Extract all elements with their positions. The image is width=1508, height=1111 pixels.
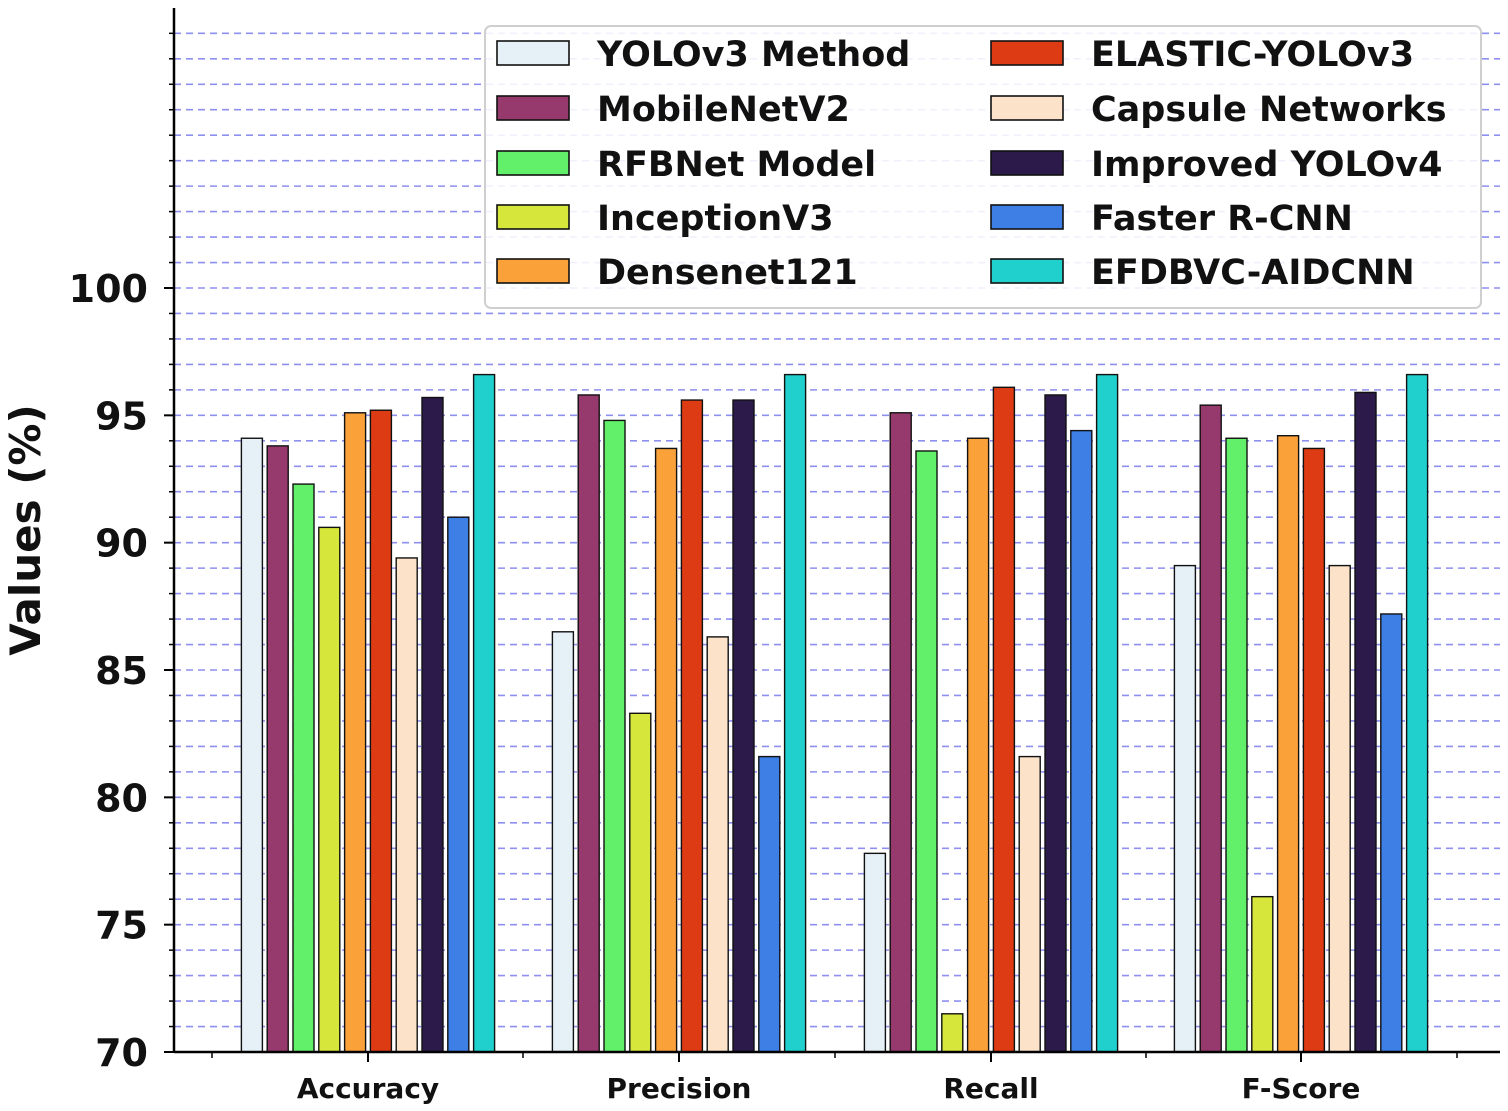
bar-densenet121-precision xyxy=(654,447,678,1053)
bar-yolov3-method-accuracy xyxy=(240,437,264,1053)
bar-mobilenetv2-accuracy xyxy=(266,445,289,1053)
bar-inceptionv3-accuracy xyxy=(318,526,341,1053)
axes xyxy=(172,8,1500,1054)
bar-yolov3-method-f-score xyxy=(1173,564,1197,1053)
legend-label: RFBNet Model xyxy=(597,145,876,185)
legend-label: ELASTIC-YOLOv3 xyxy=(1091,35,1414,75)
bar-faster-r-cnn-recall xyxy=(1070,429,1093,1053)
bar-improved-yolov4-f-score xyxy=(1354,391,1377,1053)
bar-yolov3-method-recall xyxy=(863,852,887,1053)
legend-frame xyxy=(484,25,1482,309)
bar-capsule-networks-f-score xyxy=(1328,564,1351,1053)
bars xyxy=(240,373,1429,1053)
legend-label: Improved YOLOv4 xyxy=(1091,145,1442,185)
legend-swatch xyxy=(990,150,1064,176)
bar-yolov3-method-precision xyxy=(551,631,575,1053)
x-tick-label: Accuracy xyxy=(297,1072,439,1105)
bar-improved-yolov4-precision xyxy=(732,399,755,1053)
legend-swatch xyxy=(496,40,570,66)
bar-efdbvc-aidcnn-precision xyxy=(783,373,807,1053)
bar-faster-r-cnn-precision xyxy=(758,755,781,1053)
legend-swatch xyxy=(990,40,1064,66)
legend-swatch xyxy=(496,150,570,176)
y-tick-label: 95 xyxy=(95,394,148,438)
legend-swatch xyxy=(496,95,570,121)
y-tick-label: 75 xyxy=(95,904,148,948)
x-ticks: Accuracy Precision Recall F-Score xyxy=(211,1052,1458,1105)
bar-elastic-yolov3-accuracy xyxy=(369,409,393,1053)
legend-label: MobileNetV2 xyxy=(597,90,850,130)
bar-densenet121-accuracy xyxy=(343,412,367,1053)
bar-inceptionv3-f-score xyxy=(1251,895,1274,1053)
bar-efdbvc-aidcnn-accuracy xyxy=(472,373,496,1053)
legend-swatch xyxy=(990,95,1064,121)
bar-rfbnet-model-recall xyxy=(915,450,938,1053)
legend-label: YOLOv3 Method xyxy=(596,35,910,75)
bar-rfbnet-model-precision xyxy=(603,419,626,1053)
bar-elastic-yolov3-recall xyxy=(992,386,1016,1053)
y-tick-label: 85 xyxy=(95,649,148,693)
legend-label: EFDBVC-AIDCNN xyxy=(1091,253,1415,293)
y-tick-label: 80 xyxy=(95,776,148,820)
bar-mobilenetv2-recall xyxy=(889,412,912,1053)
bar-rfbnet-model-accuracy xyxy=(292,483,315,1053)
bar-improved-yolov4-recall xyxy=(1044,394,1067,1053)
bar-faster-r-cnn-f-score xyxy=(1380,613,1403,1053)
bar-capsule-networks-recall xyxy=(1018,755,1041,1053)
bar-improved-yolov4-accuracy xyxy=(421,396,444,1053)
legend-label: Capsule Networks xyxy=(1091,90,1447,130)
legend-label: Densenet121 xyxy=(597,253,858,293)
y-tick-label: 100 xyxy=(69,267,148,311)
bar-efdbvc-aidcnn-recall xyxy=(1095,373,1119,1053)
bar-rfbnet-model-f-score xyxy=(1225,437,1248,1053)
bar-efdbvc-aidcnn-f-score xyxy=(1405,373,1429,1053)
bar-inceptionv3-recall xyxy=(941,1013,964,1053)
bar-elastic-yolov3-precision xyxy=(680,399,704,1053)
legend-label: InceptionV3 xyxy=(597,199,834,239)
y-tick-label: 70 xyxy=(95,1031,148,1075)
x-tick-label: Precision xyxy=(607,1072,752,1105)
bar-capsule-networks-precision xyxy=(706,636,729,1053)
bar-inceptionv3-precision xyxy=(629,712,652,1053)
bar-mobilenetv2-f-score xyxy=(1199,404,1222,1053)
bar-capsule-networks-accuracy xyxy=(395,557,418,1053)
y-axis-label: Values (%) xyxy=(1,404,50,655)
legend-swatch xyxy=(496,258,570,284)
bar-elastic-yolov3-f-score xyxy=(1302,447,1326,1053)
bar-faster-r-cnn-accuracy xyxy=(447,516,470,1053)
y-tick-label: 90 xyxy=(95,522,148,566)
bar-densenet121-f-score xyxy=(1276,435,1300,1053)
legend-swatch xyxy=(990,204,1064,230)
legend: YOLOv3 Method MobileNetV2 RFBNet Model Ince… xyxy=(484,25,1482,309)
x-tick-label: Recall xyxy=(943,1072,1038,1105)
legend-swatch xyxy=(496,204,570,230)
legend-label: Faster R-CNN xyxy=(1091,199,1353,239)
bar-densenet121-recall xyxy=(966,437,990,1053)
x-tick-label: F-Score xyxy=(1242,1072,1361,1105)
bar-mobilenetv2-precision xyxy=(577,394,600,1053)
y-ticks: 70 75 80 85 90 95 100 xyxy=(69,32,174,1075)
legend-swatch xyxy=(990,258,1064,284)
